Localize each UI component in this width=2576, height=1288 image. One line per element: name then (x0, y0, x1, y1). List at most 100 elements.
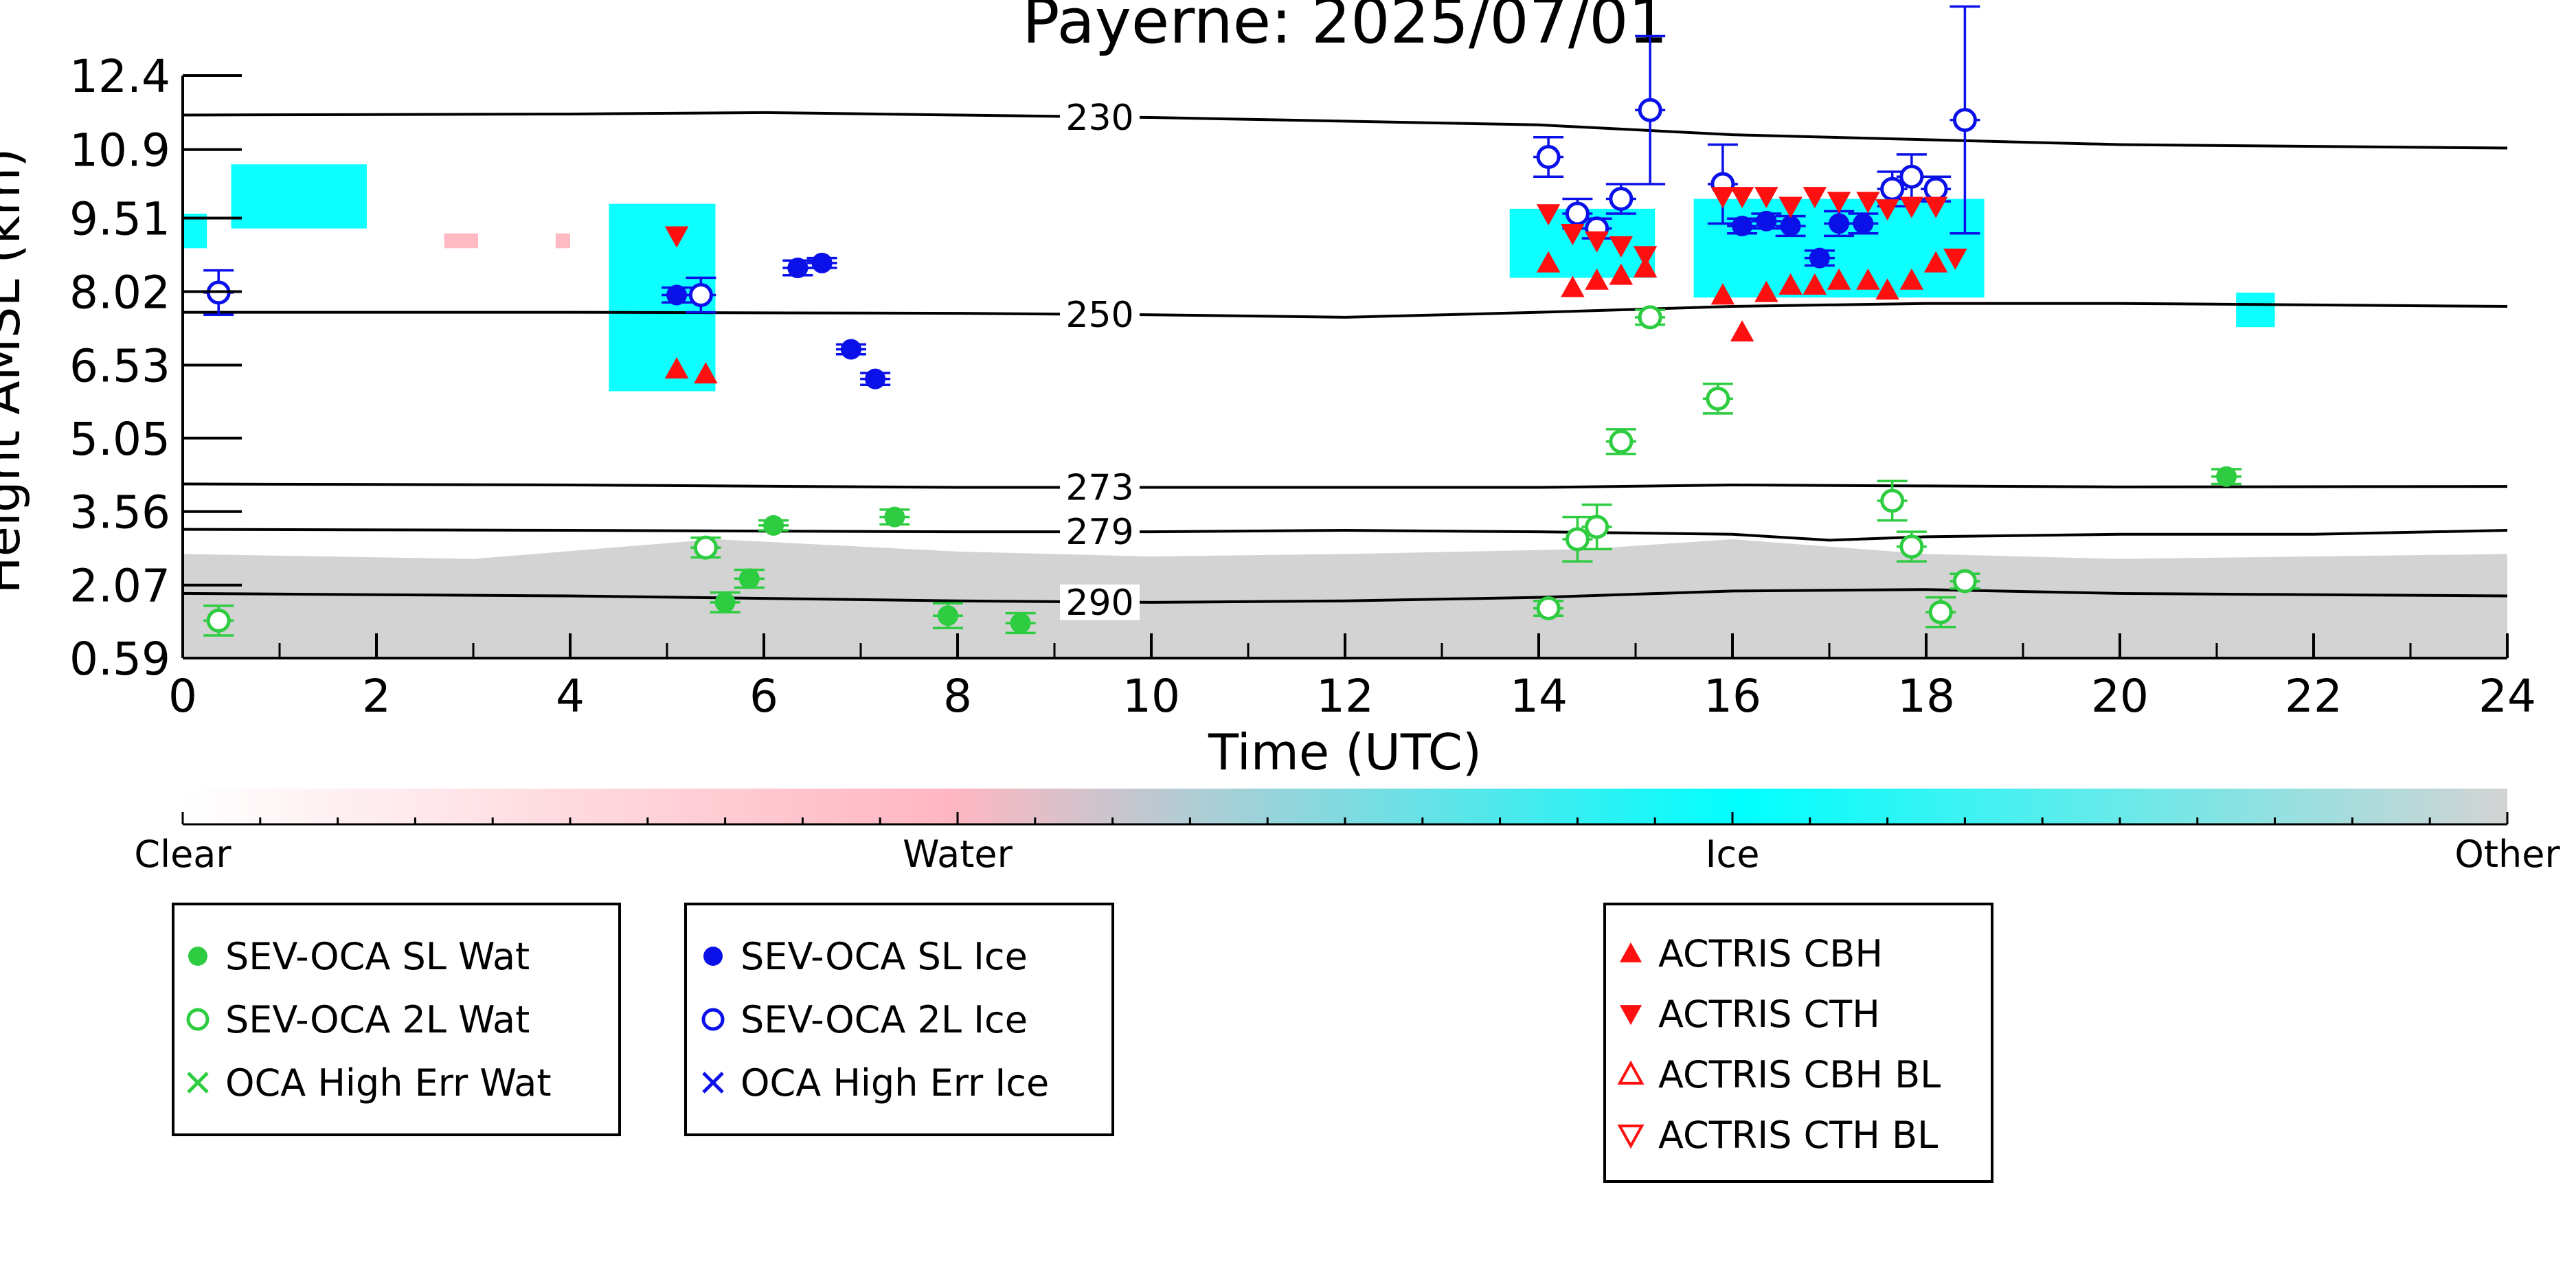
y-tick-label: 12.4 (69, 50, 170, 103)
point-sev-oca-2l-ice (1952, 108, 1977, 133)
x-tick-label: 22 (2285, 670, 2342, 723)
legend-label-sev-oca-2l-ice: SEV-OCA 2L Ice (741, 998, 1028, 1041)
legend-label-oca-high-err-wat: OCA High Err Wat (225, 1061, 552, 1105)
legend-marker-sev-oca-sl-wat (188, 947, 207, 966)
x-tick-label: 18 (1897, 670, 1955, 723)
legend-marker-actris-cth (1619, 1005, 1642, 1026)
point-actris-cbh (1754, 280, 1778, 302)
legend-marker-oca-high-err-ice (702, 1072, 724, 1094)
legend-actris-box (1603, 903, 1993, 1183)
point-sev-oca-2l-wat (693, 535, 718, 560)
point-sev-oca-sl-wat (714, 591, 736, 613)
y-tick-label: 3.56 (69, 486, 170, 539)
point-actris-cth (1585, 231, 1609, 253)
isotherm-label-290: 290 (1065, 583, 1133, 624)
legend-ice-box (684, 903, 1114, 1136)
point-actris-cth (1875, 199, 1899, 221)
y-tick-label: 8.02 (69, 266, 170, 319)
x-tick-label: 8 (943, 670, 972, 723)
point-sev-oca-2l-wat (1585, 515, 1609, 539)
point-sev-oca-2l-ice (1565, 201, 1590, 226)
legend-marker-sev-oca-sl-ice (703, 947, 723, 966)
point-actris-cbh (1899, 268, 1924, 290)
point-sev-oca-sl-wat (1010, 613, 1031, 634)
isotherm-line-230 (182, 111, 2508, 150)
legend-water: SEV-OCA SL Wat SEV-OCA 2L Wat OCA High Err… (172, 903, 621, 1136)
isotherm-label-bg (1060, 584, 1140, 620)
legend-label-sev-oca-2l-wat: SEV-OCA 2L Wat (225, 998, 530, 1041)
x-tick-label: 2 (362, 670, 391, 723)
point-actris-cth (1561, 223, 1585, 246)
y-tick-label: 2.07 (69, 560, 170, 613)
point-actris-cbh (1875, 278, 1899, 300)
point-actris-cbh (1730, 320, 1754, 342)
y-tick-label: 10.9 (69, 124, 170, 177)
point-actris-cbh (1803, 273, 1827, 295)
point-actris-cth (664, 226, 689, 248)
isotherm-label-bg (1060, 469, 1140, 506)
legend-marker-actris-cbh-bl (1617, 1060, 1645, 1085)
legend-label-sev-oca-sl-wat: SEV-OCA SL Wat (225, 935, 530, 978)
y-tick-label: 5.05 (69, 413, 170, 466)
point-actris-cbh (1585, 268, 1609, 290)
point-actris-cth (1536, 204, 1561, 226)
point-sev-oca-sl-ice (1853, 213, 1874, 234)
legend-marker-oca-high-err-wat (187, 1072, 209, 1094)
isotherm-label-273: 273 (1065, 468, 1133, 509)
legend-marker-sev-oca-2l-wat (186, 1008, 210, 1031)
point-actris-cbh (1923, 251, 1948, 273)
point-sev-oca-2l-ice (1536, 144, 1561, 169)
x-tick-label: 14 (1510, 670, 1568, 723)
x-tick-label: 16 (1704, 670, 1761, 723)
cloud-region-ice (2236, 292, 2275, 328)
y-tick-label: 9.51 (69, 193, 170, 246)
legend-label-sev-oca-sl-ice: SEV-OCA SL Ice (741, 935, 1028, 978)
isotherm-label-bg (1060, 514, 1140, 550)
point-actris-cbh (1561, 275, 1585, 297)
x-tick-label: 10 (1122, 670, 1180, 723)
axes: 0 2 4 6 8 10 12 14 16 18 20 22 24 0.592.073.565.056.… (69, 50, 2536, 723)
isotherm-line-273 (182, 482, 2508, 489)
point-actris-cbh (1710, 283, 1735, 305)
cloud-region-water (444, 233, 479, 249)
legend-water-box (172, 903, 621, 1136)
chart-title: Payerne: 2025/07/01 (1022, 0, 1668, 58)
legend-ice: SEV-OCA SL Ice SEV-OCA 2L Ice OCA High Err… (684, 903, 1114, 1136)
legend-label-actris-cbh-bl: ACTRIS CBH BL (1658, 1053, 1941, 1096)
point-sev-oca-2l-wat (1638, 305, 1662, 330)
point-actris-cbh (1609, 263, 1634, 285)
legend-label-actris-cth: ACTRIS CTH (1658, 993, 1880, 1036)
point-sev-oca-sl-ice (1829, 213, 1850, 234)
point-actris-cth (1633, 246, 1658, 268)
point-actris-cbh (1856, 268, 1880, 290)
point-sev-oca-2l-wat (1880, 488, 1905, 513)
y-tick-label: 6.53 (69, 339, 170, 392)
point-actris-cth (1754, 187, 1778, 209)
y-tick-label: 0.59 (69, 633, 170, 686)
point-sev-oca-sl-ice (1780, 216, 1801, 237)
legend-marker-actris-cth-bl (1617, 1125, 1645, 1149)
isotherm-line-250 (183, 302, 2508, 319)
isotherm-label-bg (1060, 297, 1140, 333)
colorbar-label-water: Water (903, 833, 1013, 876)
point-actris-cth (1730, 187, 1754, 209)
isotherm-label-bg (1060, 100, 1140, 136)
point-actris-cbh (664, 357, 689, 379)
legend-marker-actris-cbh (1619, 942, 1642, 962)
point-sev-oca-2l-wat (206, 608, 231, 633)
point-actris-cth (1609, 236, 1634, 258)
legend-label-oca-high-err-ice: OCA High Err Ice (741, 1061, 1049, 1105)
point-sev-oca-sl-ice (1732, 216, 1753, 237)
legend-marker-sev-oca-2l-ice (701, 1008, 725, 1031)
point-actris-cbh (1778, 273, 1803, 295)
colorbar: Clear Water Ice Other (134, 789, 2560, 876)
isotherm-label-250: 250 (1065, 295, 1133, 336)
point-sev-oca-2l-wat (1536, 596, 1561, 620)
x-axis-label: Time (UTC) (1208, 723, 1482, 781)
point-sev-oca-2l-ice (1638, 98, 1662, 122)
y-axis-label: Height AMSL (km) (0, 148, 31, 594)
point-sev-oca-2l-ice (1899, 164, 1924, 189)
point-actris-cth (1923, 196, 1948, 218)
